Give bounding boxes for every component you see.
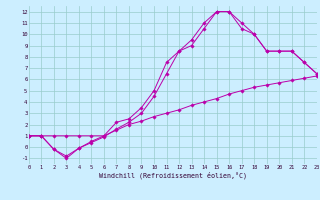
X-axis label: Windchill (Refroidissement éolien,°C): Windchill (Refroidissement éolien,°C) (99, 172, 247, 179)
